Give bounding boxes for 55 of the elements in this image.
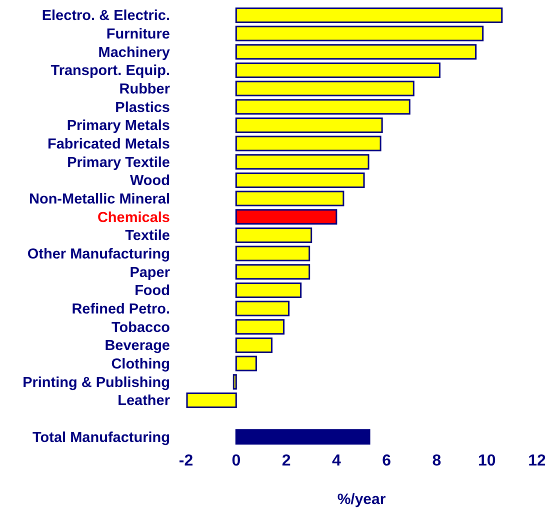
bar (235, 264, 310, 280)
y-tick-label: Non-Metallic Mineral (29, 192, 170, 208)
y-tick-label: Electro. & Electric. (42, 8, 170, 24)
bar (235, 319, 285, 335)
x-tick-label: 10 (478, 452, 496, 470)
y-tick-label: Other Manufacturing (27, 246, 170, 262)
bar (235, 246, 310, 262)
y-tick-label: Printing & Publishing (22, 374, 170, 391)
bar (235, 227, 312, 243)
y-tick-label: Clothing (111, 356, 170, 372)
y-tick-label: Machinery (98, 44, 170, 61)
bar (235, 99, 410, 115)
y-tick-label: Chemicals (97, 210, 170, 226)
x-tick-label: 2 (282, 452, 291, 470)
bar (186, 392, 237, 408)
y-tick-label: Furniture (106, 26, 170, 42)
y-tick-label: Primary Metals (66, 118, 170, 134)
bar (235, 209, 338, 225)
y-tick-label: Paper (130, 264, 170, 281)
y-tick-label: Food (134, 283, 170, 300)
y-tick-label: Refined Petro. (72, 302, 170, 318)
bar (235, 7, 503, 23)
y-tick-label: Fabricated Metals (48, 136, 170, 152)
bar (235, 136, 382, 152)
y-tick-label: Textile (125, 228, 170, 244)
bar (235, 26, 484, 42)
y-tick-label: Plastics (115, 100, 170, 116)
bar (235, 356, 257, 372)
bar (232, 374, 237, 390)
y-tick-label: Leather (118, 393, 170, 410)
y-tick-label: Primary Textile (67, 154, 170, 171)
bar (235, 154, 370, 170)
y-tick-label: Transport. Equip. (50, 63, 170, 80)
bar (235, 172, 365, 188)
bar (235, 300, 290, 316)
y-tick-label: Beverage (104, 338, 170, 354)
x-tick-label: 8 (432, 452, 442, 470)
x-tick-label: 12 (528, 452, 545, 470)
bar (235, 282, 302, 298)
y-tick-label: Wood (130, 173, 170, 190)
x-tick-label: 6 (382, 452, 392, 470)
x-tick-label: 4 (332, 452, 341, 470)
bar (235, 80, 414, 96)
bar (235, 429, 370, 445)
bar (235, 62, 440, 78)
y-tick-label: Total Manufacturing (32, 430, 170, 446)
bar (235, 190, 344, 206)
x-tick-label: 0 (232, 452, 241, 470)
bar (235, 44, 477, 60)
y-tick-label: Rubber (119, 82, 170, 98)
bar (235, 337, 272, 353)
x-axis-title: %/year (337, 491, 386, 508)
bar (235, 117, 383, 133)
y-tick-label: Tobacco (111, 320, 170, 336)
x-tick-label: -2 (178, 452, 194, 470)
